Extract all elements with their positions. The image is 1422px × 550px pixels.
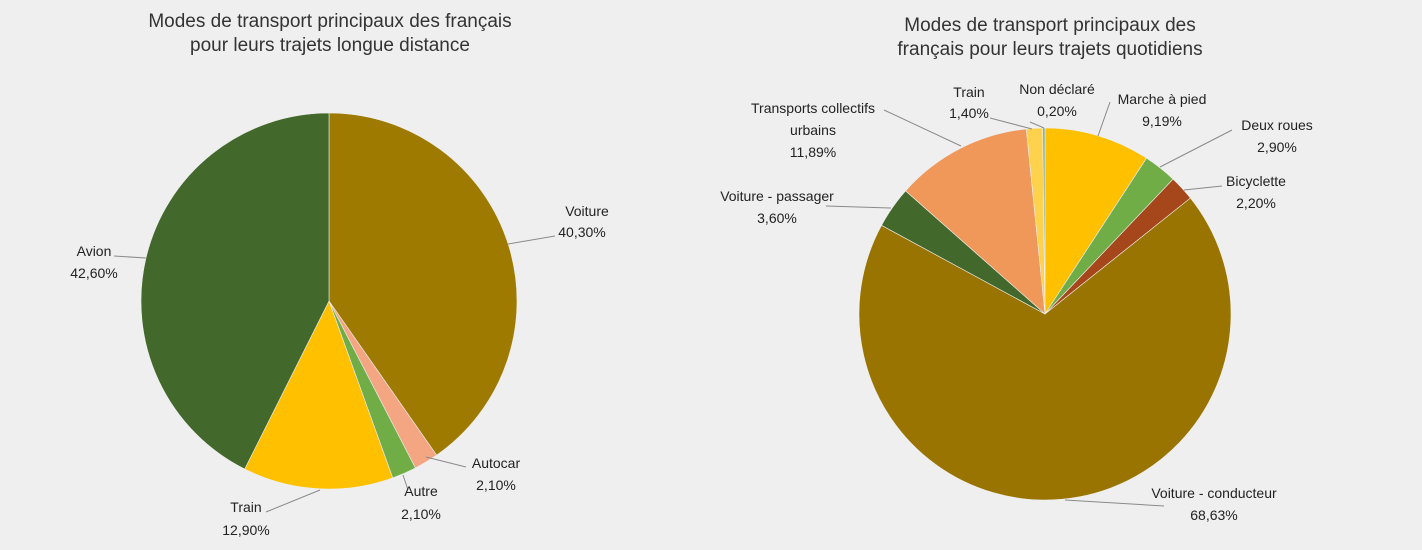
data-label-daily-voiture-passager: 3,60%: [757, 210, 797, 226]
pie-long-distance: Voiture 40,30% Autocar 2,10% Autre 2,10% Train…: [70, 112, 609, 538]
category-label-long-distance-autocar: Autocar: [472, 455, 521, 471]
category-label-long-distance-voiture: Voiture: [565, 203, 609, 219]
data-label-daily-non-declare: 0,20%: [1037, 103, 1077, 119]
category-label-daily-deux-roues: Deux roues: [1241, 117, 1313, 133]
leader-line-daily-voiture-passager: [825, 205, 892, 209]
category-label-long-distance-autre: Autre: [404, 483, 438, 499]
leader-line-long-distance-voiture: [507, 235, 556, 245]
data-label-daily-marche-a-pied: 9,19%: [1142, 113, 1182, 129]
leader-line-daily-marche-a-pied: [1097, 101, 1111, 137]
leader-line-long-distance-autre: [402, 474, 409, 491]
chart-title-long-distance: Modes de transport principaux des frança…: [148, 11, 512, 56]
pie-slice-long-distance-avion: [140, 112, 330, 470]
category-label-daily-transports-collectifs-urbains: Transports collectifs: [751, 100, 875, 116]
pie-slice-long-distance-voiture: [328, 112, 518, 456]
leader-line-daily-deux-roues: [1159, 129, 1233, 168]
chart-title-daily: Modes de transport principaux des frança…: [897, 15, 1203, 60]
leader-line-daily-bicyclette: [1183, 185, 1223, 191]
pie-slice-long-distance-train: [244, 300, 394, 490]
pie-slice-daily-voiture-conducteur: [858, 197, 1232, 501]
category-label-long-distance-train: Train: [230, 499, 261, 515]
pie-slice-daily-transports-collectifs-urbains: [905, 128, 1046, 315]
leader-line-long-distance-autocar: [425, 456, 467, 468]
category-label-daily-voiture-passager: Voiture - passager: [720, 188, 834, 204]
data-label-daily-deux-roues: 2,90%: [1257, 139, 1297, 155]
data-label-long-distance-autre: 2,10%: [401, 506, 441, 522]
leader-line-daily-non-declare: [1029, 121, 1045, 129]
data-label-daily-transports-collectifs-urbains: 11,89%: [790, 144, 836, 160]
category-label-daily-non-declare: Non déclaré: [1019, 81, 1095, 97]
data-label-long-distance-train: 12,90%: [222, 522, 269, 538]
leader-line-daily-transports-collectifs-urbains: [883, 109, 962, 147]
category-label-daily-voiture-conducteur: Voiture - conducteur: [1151, 485, 1277, 501]
leader-line-daily-train: [989, 117, 1033, 130]
category-label-daily-bicyclette: Bicyclette: [1226, 173, 1286, 189]
pie-daily: Marche à pied 9,19% Deux roues 2,90% Bicycle…: [720, 81, 1313, 523]
data-label-long-distance-avion: 42,60%: [70, 265, 117, 281]
category-label-long-distance-avion: Avion: [77, 243, 112, 259]
leader-line-long-distance-train: [265, 489, 321, 513]
data-label-daily-bicyclette: 2,20%: [1236, 195, 1276, 211]
data-label-long-distance-voiture: 40,30%: [558, 224, 605, 240]
category-label-daily-train: Train: [953, 84, 984, 100]
data-label-long-distance-autocar: 2,10%: [476, 477, 516, 493]
category-label-daily-marche-a-pied: Marche à pied: [1118, 91, 1207, 107]
data-label-daily-train: 1,40%: [949, 105, 989, 121]
leader-line-daily-voiture-conducteur: [1064, 499, 1165, 507]
leader-line-long-distance-avion: [113, 255, 147, 259]
category-label-daily-transports-collectifs-urbains: urbains: [790, 122, 836, 138]
data-label-daily-voiture-conducteur: 68,63%: [1190, 507, 1237, 523]
